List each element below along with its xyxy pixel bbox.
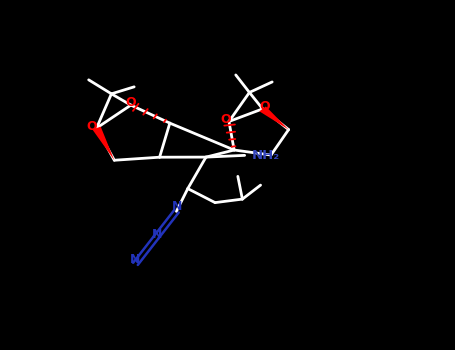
Text: N: N (172, 199, 182, 212)
Text: O: O (126, 96, 136, 109)
Text: NH₂: NH₂ (252, 149, 280, 162)
Polygon shape (259, 106, 288, 130)
Text: O: O (87, 120, 97, 133)
Text: N: N (152, 228, 162, 240)
Text: N: N (130, 253, 141, 266)
Text: O: O (259, 99, 270, 113)
Text: O: O (220, 113, 231, 126)
Polygon shape (92, 127, 114, 160)
